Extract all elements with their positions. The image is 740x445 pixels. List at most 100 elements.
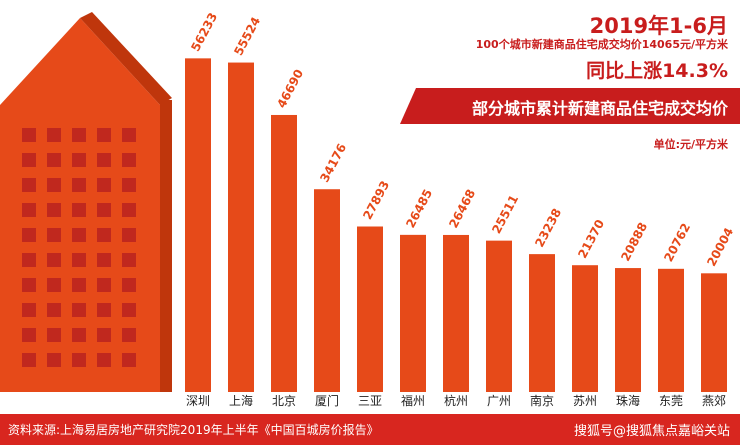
window <box>122 328 136 342</box>
bar-福州 <box>400 234 426 392</box>
bars-group <box>185 58 727 393</box>
window <box>72 228 86 242</box>
window <box>72 278 86 292</box>
category-label: 三亚 <box>358 394 382 408</box>
value-label: 26485 <box>403 187 435 230</box>
window <box>97 253 111 267</box>
category-label: 北京 <box>272 394 296 408</box>
window <box>22 303 36 317</box>
window <box>47 353 61 367</box>
window <box>22 178 36 192</box>
value-label: 20888 <box>618 220 650 263</box>
chart-title: 2019年1-6月 <box>589 14 728 38</box>
window <box>47 303 61 317</box>
value-label: 20004 <box>704 225 736 268</box>
window <box>22 128 36 142</box>
window <box>72 203 86 217</box>
category-label: 燕郊 <box>702 394 726 408</box>
window <box>47 328 61 342</box>
window <box>72 178 86 192</box>
window <box>72 328 86 342</box>
category-label: 南京 <box>530 393 554 408</box>
footer-bar: 资料来源:上海易居房地产研究院2019年上半年《中国百城房价报告》 搜狐号@搜狐… <box>0 414 740 445</box>
value-label: 23238 <box>532 206 564 249</box>
category-labels-group: 深圳 上海 北京 厦门 三亚 福州 杭州 广州 南京 苏州 珠海 东莞 燕郊 <box>186 393 726 408</box>
window <box>97 228 111 242</box>
window <box>22 153 36 167</box>
window <box>47 203 61 217</box>
window <box>97 203 111 217</box>
value-label: 25511 <box>489 193 521 236</box>
window <box>97 128 111 142</box>
bar-杭州 <box>443 234 469 392</box>
value-label: 27893 <box>360 178 392 221</box>
category-label: 厦门 <box>315 393 339 408</box>
value-label: 55524 <box>231 15 263 58</box>
bar-深圳 <box>185 58 211 393</box>
window <box>22 353 36 367</box>
window <box>97 353 111 367</box>
section-banner: 部分城市累计新建商品住宅成交均价 <box>400 88 740 124</box>
window <box>122 253 136 267</box>
window <box>122 228 136 242</box>
window <box>22 203 36 217</box>
window <box>97 153 111 167</box>
bar-南京 <box>529 254 555 392</box>
value-label: 56233 <box>188 10 220 53</box>
window <box>97 178 111 192</box>
window <box>47 128 61 142</box>
window <box>122 303 136 317</box>
category-label: 上海 <box>229 393 253 408</box>
chart-subtitle: 100个城市新建商品住宅成交均价14065元/平方米 <box>475 38 728 51</box>
window <box>122 353 136 367</box>
category-label: 苏州 <box>573 394 597 408</box>
window <box>22 228 36 242</box>
window <box>72 303 86 317</box>
window <box>72 128 86 142</box>
value-label: 34176 <box>317 141 349 184</box>
source-note: 资料来源:上海易居房地产研究院2019年上半年《中国百城房价报告》 <box>8 423 379 437</box>
window <box>97 278 111 292</box>
category-label: 杭州 <box>444 393 468 408</box>
building-arrow-graphic <box>0 12 172 392</box>
value-label: 20762 <box>661 221 693 264</box>
arrow-side <box>160 100 172 392</box>
yoy-change-text: 同比上涨14.3% <box>586 60 728 82</box>
category-label: 珠海 <box>616 393 640 408</box>
arrow-edge <box>80 12 172 105</box>
bar-北京 <box>271 114 297 393</box>
window <box>122 278 136 292</box>
window <box>47 253 61 267</box>
bar-燕郊 <box>701 273 727 392</box>
category-label: 深圳 <box>186 394 210 408</box>
value-label: 21370 <box>575 217 607 260</box>
bar-厦门 <box>314 189 340 392</box>
window <box>22 328 36 342</box>
banner-title: 部分城市累计新建商品住宅成交均价 <box>471 99 728 118</box>
bar-珠海 <box>615 268 641 392</box>
category-label: 广州 <box>487 394 511 408</box>
window <box>47 153 61 167</box>
window <box>22 253 36 267</box>
watermark-text: 搜狐号@搜狐焦点嘉峪关站 <box>573 424 730 439</box>
bar-广州 <box>486 240 512 392</box>
window <box>47 278 61 292</box>
window <box>47 228 61 242</box>
window <box>22 278 36 292</box>
window <box>97 303 111 317</box>
value-label: 46690 <box>274 67 306 110</box>
window <box>47 178 61 192</box>
unit-label: 单位:元/平方米 <box>653 138 728 151</box>
window <box>122 128 136 142</box>
window <box>72 353 86 367</box>
window <box>72 153 86 167</box>
bar-上海 <box>228 62 254 393</box>
window <box>122 178 136 192</box>
bar-苏州 <box>572 265 598 392</box>
window <box>122 203 136 217</box>
window <box>97 328 111 342</box>
bar-东莞 <box>658 268 684 392</box>
category-label: 福州 <box>401 393 425 408</box>
